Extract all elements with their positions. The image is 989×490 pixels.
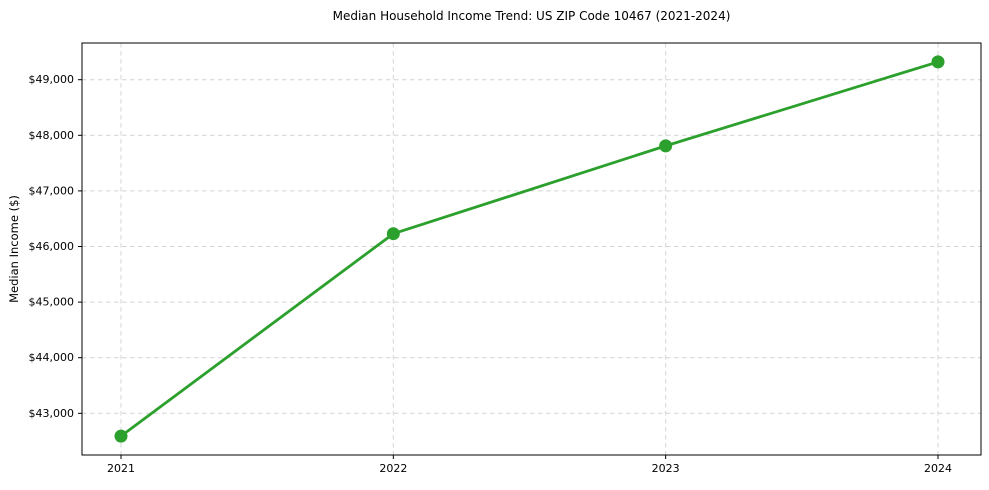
chart-title: Median Household Income Trend: US ZIP Co… bbox=[332, 9, 731, 23]
x-tick-label: 2021 bbox=[107, 462, 135, 475]
y-tick-label: $47,000 bbox=[29, 184, 75, 197]
x-tick-label: 2023 bbox=[652, 462, 680, 475]
x-tick-label: 2024 bbox=[924, 462, 952, 475]
y-tick-label: $49,000 bbox=[29, 73, 75, 86]
y-tick-label: $43,000 bbox=[29, 407, 75, 420]
data-point bbox=[114, 429, 128, 443]
y-tick-label: $44,000 bbox=[29, 351, 75, 364]
y-tick-label: $48,000 bbox=[29, 129, 75, 142]
trend-line bbox=[119, 60, 940, 438]
data-point bbox=[659, 139, 673, 153]
data-point bbox=[386, 227, 400, 241]
data-point bbox=[931, 55, 945, 69]
y-tick-label: $46,000 bbox=[29, 240, 75, 253]
y-tick-label: $45,000 bbox=[29, 296, 75, 309]
plot-border bbox=[81, 42, 982, 456]
x-tick-label: 2022 bbox=[379, 462, 407, 475]
